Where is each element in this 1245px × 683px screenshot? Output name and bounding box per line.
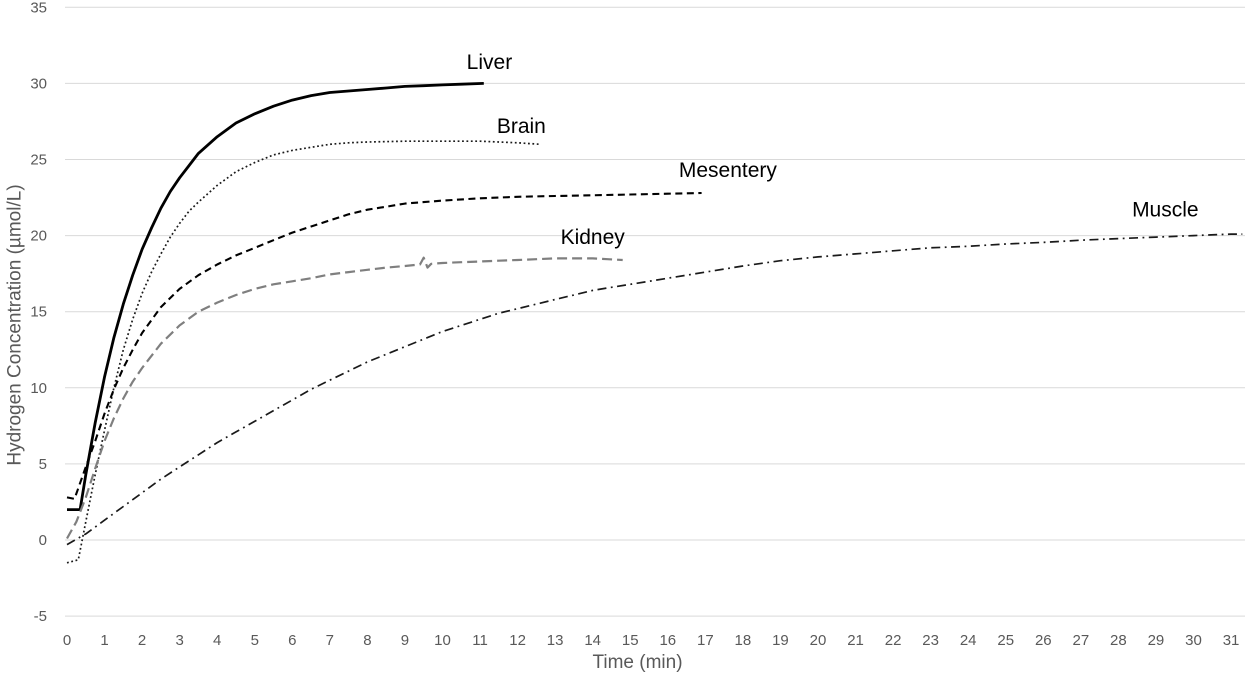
x-tick-label: 24 xyxy=(960,632,977,649)
x-tick-label: 31 xyxy=(1223,632,1240,649)
y-tick-label: 15 xyxy=(30,304,47,321)
series-label-brain: Brain xyxy=(497,115,546,138)
series-line-liver xyxy=(67,82,484,512)
x-tick-label: 12 xyxy=(509,632,526,649)
series-label-liver: Liver xyxy=(467,51,513,74)
x-tick-label: 29 xyxy=(1148,632,1165,649)
x-tick-label: 21 xyxy=(847,632,864,649)
x-tick-label: 0 xyxy=(63,632,71,649)
x-tick-label: 8 xyxy=(363,632,371,649)
series-label-mesentery: Mesentery xyxy=(679,159,778,182)
series-label-muscle: Muscle xyxy=(1132,199,1199,222)
x-tick-label: 26 xyxy=(1035,632,1052,649)
x-tick-label: 6 xyxy=(288,632,296,649)
x-tick-label: 16 xyxy=(659,632,676,649)
x-tick-label: 25 xyxy=(997,632,1014,649)
x-tick-label: 14 xyxy=(584,632,601,649)
x-tick-label: 2 xyxy=(138,632,146,649)
series-line-kidney xyxy=(66,256,623,540)
x-tick-label: 4 xyxy=(213,632,221,649)
x-tick-label: 5 xyxy=(251,632,259,649)
x-tick-label: 17 xyxy=(697,632,714,649)
y-tick-label: 35 xyxy=(30,0,47,16)
y-tick-label: 25 xyxy=(30,152,47,169)
y-tick-label: 30 xyxy=(30,75,47,92)
x-tick-label: 7 xyxy=(326,632,334,649)
x-tick-label: 18 xyxy=(735,632,752,649)
x-tick-label: 23 xyxy=(922,632,939,649)
x-tick-label: 19 xyxy=(772,632,789,649)
x-tick-label: 9 xyxy=(401,632,409,649)
y-tick-label: 0 xyxy=(39,532,47,549)
x-tick-label: 28 xyxy=(1110,632,1127,649)
x-tick-label: 30 xyxy=(1185,632,1202,649)
y-tick-label: 20 xyxy=(30,228,47,245)
x-tick-label: 13 xyxy=(547,632,564,649)
x-tick-label: 22 xyxy=(885,632,902,649)
y-tick-label: 10 xyxy=(30,380,47,397)
x-tick-label: 3 xyxy=(175,632,183,649)
x-tick-label: 10 xyxy=(434,632,451,649)
y-tick-label: -5 xyxy=(34,608,47,625)
x-tick-label: 1 xyxy=(100,632,108,649)
x-tick-label: 11 xyxy=(472,632,488,649)
series-label-kidney: Kidney xyxy=(561,226,626,249)
x-tick-label: 27 xyxy=(1073,632,1090,649)
x-tick-label: 15 xyxy=(622,632,639,649)
x-tick-label: 20 xyxy=(810,632,827,649)
series-line-muscle xyxy=(66,233,1243,546)
y-tick-label: 5 xyxy=(39,456,47,473)
series-line-mesentery xyxy=(66,191,702,500)
series-line-brain xyxy=(66,140,541,564)
